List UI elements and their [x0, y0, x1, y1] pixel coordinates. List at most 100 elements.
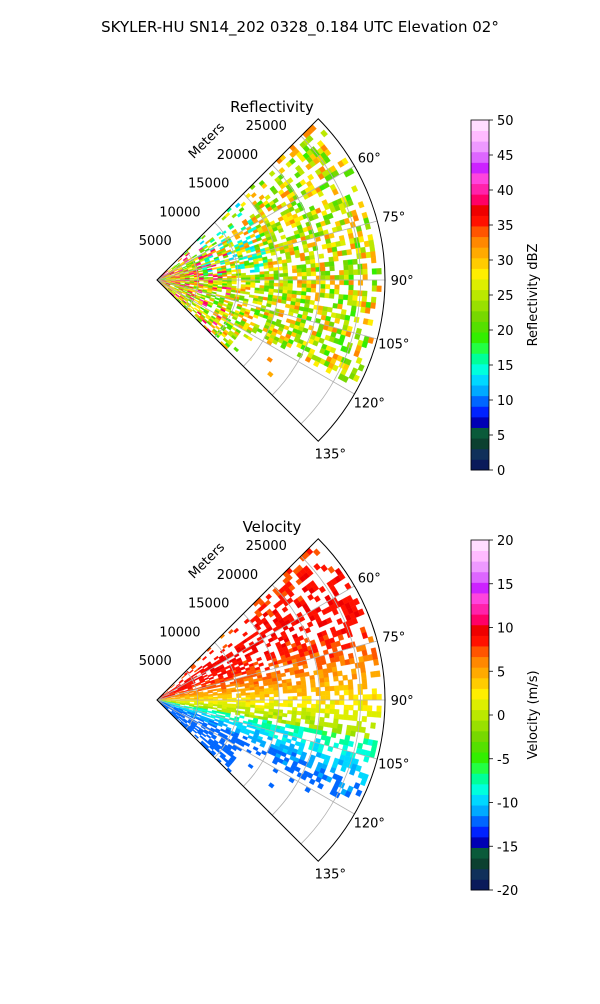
echo-cell — [214, 719, 219, 722]
echo-cell — [358, 364, 365, 371]
echo-cell — [286, 297, 291, 301]
echo-cell — [319, 678, 324, 683]
echo-cell — [283, 266, 288, 270]
echo-cell — [367, 706, 372, 712]
echo-cell — [323, 722, 328, 727]
echo-cell — [301, 711, 306, 715]
echo-cell — [335, 700, 340, 705]
colorbar-segment — [471, 720, 489, 731]
echo-cell — [335, 690, 340, 695]
echo-cell — [365, 307, 370, 313]
echo-cell — [269, 280, 274, 283]
echo-cell — [320, 709, 325, 714]
colorbar-segment — [471, 593, 489, 604]
echo-cell — [369, 240, 375, 246]
echo-cell — [246, 702, 251, 705]
colorbar-segment — [471, 731, 489, 742]
echo-cell — [325, 695, 330, 700]
echo-cell — [301, 680, 306, 684]
echo-cell — [306, 712, 311, 716]
echo-cell — [334, 686, 339, 691]
echo-cell — [355, 789, 362, 796]
echo-cell — [348, 715, 353, 720]
echo-cell — [307, 594, 314, 601]
echo-cell — [307, 272, 312, 276]
echo-cell — [362, 678, 367, 684]
echo-cell — [334, 289, 339, 294]
echo-cell — [310, 679, 315, 684]
echo-cell — [285, 724, 290, 728]
echo-cell — [364, 733, 370, 739]
echo-cell — [362, 716, 367, 722]
echo-cell — [332, 667, 337, 672]
echo-cell — [180, 282, 185, 283]
colorbar-segment — [471, 396, 489, 407]
echo-cell — [321, 660, 327, 665]
echo-cell — [216, 232, 221, 236]
colorbar-segment — [471, 428, 489, 439]
echo-cell — [363, 705, 368, 711]
echo-cell — [283, 277, 288, 280]
echo-cell — [218, 697, 223, 699]
echo-cell — [334, 714, 339, 719]
echo-cell — [257, 328, 263, 333]
azimuth-tick-label: 90° — [391, 274, 414, 289]
echo-cell — [245, 688, 250, 691]
echo-cell — [297, 352, 303, 358]
echo-cell — [300, 257, 305, 261]
echo-cell — [320, 293, 325, 298]
colorbar-segment — [471, 858, 489, 869]
azimuth-tick-label: 75° — [382, 631, 405, 646]
colorbar-segment — [471, 848, 489, 859]
echo-cell — [333, 251, 338, 256]
echo-cell — [215, 326, 220, 330]
echo-cell — [233, 628, 238, 633]
colorbar-segment — [471, 162, 489, 173]
colorbar-segment — [471, 795, 489, 806]
echo-cell — [328, 566, 335, 573]
echo-cell — [259, 711, 264, 714]
colorbar-segment — [471, 816, 489, 827]
echo-cell — [370, 722, 375, 728]
echo-cell — [344, 265, 349, 270]
echo-cell — [246, 695, 251, 698]
echo-cell — [318, 669, 323, 674]
echo-cell — [293, 309, 298, 314]
echo-cell — [239, 207, 244, 212]
echo-cell — [331, 732, 337, 738]
echo-cell — [337, 724, 342, 729]
echo-cell — [299, 626, 305, 632]
echo-cell — [301, 715, 306, 719]
echo-cell — [212, 689, 217, 691]
echo-cell — [313, 549, 320, 556]
echo-cell — [273, 289, 278, 293]
echo-cell — [248, 315, 253, 319]
echo-cell — [302, 272, 307, 276]
echo-cell — [314, 563, 321, 570]
echo-cell — [349, 658, 355, 664]
echo-cell — [239, 715, 244, 718]
echo-cell — [236, 276, 241, 278]
echo-cell — [297, 704, 302, 708]
echo-cell — [250, 270, 255, 273]
echo-cell — [259, 689, 264, 692]
echo-cell — [274, 283, 279, 286]
echo-cell — [348, 685, 353, 690]
colorbar-tick-label: 30 — [497, 254, 514, 269]
echo-cell — [223, 723, 228, 726]
colorbar-segment — [471, 194, 489, 205]
echo-cell — [256, 657, 261, 661]
echo-cell — [362, 296, 367, 302]
colorbar-segment — [471, 572, 489, 583]
echo-cell — [343, 675, 348, 680]
echo-cell — [358, 236, 364, 242]
echo-cell — [321, 700, 326, 704]
colorbar-tick-label: -20 — [497, 884, 518, 899]
echo-cell — [264, 283, 269, 286]
colorbar-segment — [471, 184, 489, 195]
echo-cell — [333, 719, 338, 724]
echo-cell — [213, 694, 218, 696]
colorbar-segment — [471, 268, 489, 279]
echo-cell — [348, 679, 353, 684]
echo-cell — [236, 696, 241, 698]
